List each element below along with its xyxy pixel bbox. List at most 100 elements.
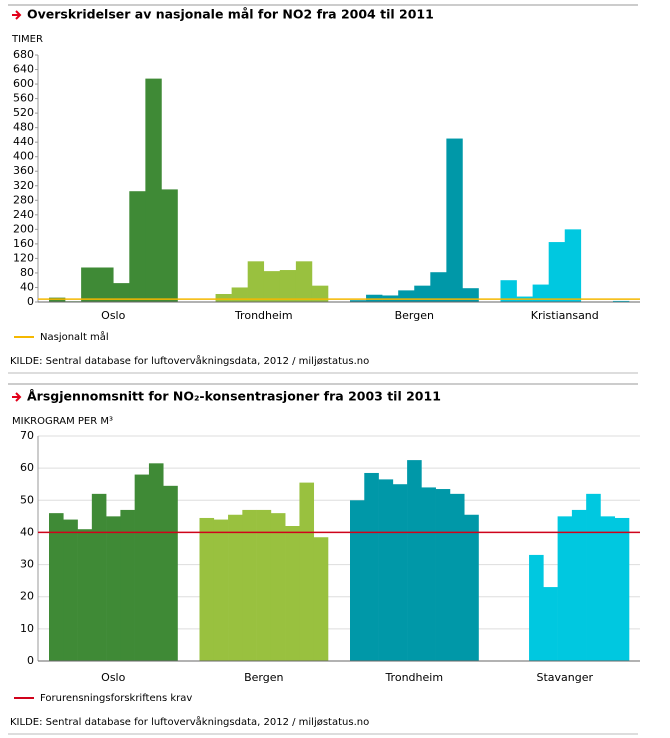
y-tick-label: 200 xyxy=(13,222,34,235)
y-tick-label: 480 xyxy=(13,121,34,134)
bar xyxy=(529,554,544,661)
x-tick-label: Oslo xyxy=(101,671,125,684)
bar xyxy=(161,189,178,302)
x-tick-label: Trondheim xyxy=(234,309,293,322)
y-tick-label: 360 xyxy=(13,164,34,177)
bar xyxy=(378,479,394,661)
y-tick-label: 120 xyxy=(13,251,34,264)
bar xyxy=(242,509,257,661)
bar xyxy=(464,514,479,661)
y-tick-label: 680 xyxy=(13,48,34,61)
bar xyxy=(350,500,365,661)
y-tick-label: 40 xyxy=(20,280,34,293)
bar xyxy=(295,261,313,302)
bar xyxy=(462,288,479,302)
y-tick-label: 440 xyxy=(13,135,34,148)
y-tick-label: 560 xyxy=(13,92,34,105)
bar xyxy=(228,514,243,661)
bar xyxy=(106,516,121,661)
bar xyxy=(364,472,379,661)
y-tick-label: 50 xyxy=(20,493,34,506)
bar xyxy=(247,261,265,302)
bar xyxy=(134,474,150,661)
bar xyxy=(532,284,549,302)
y-tick-label: 10 xyxy=(20,622,34,635)
bar xyxy=(270,513,286,661)
bar xyxy=(311,285,329,302)
bar xyxy=(285,526,300,661)
bar xyxy=(612,300,630,302)
bar xyxy=(63,519,78,661)
chart-title: Årsgjennomsnitt for NO₂-konsentrasjoner … xyxy=(27,389,441,404)
bar xyxy=(313,537,329,661)
y-tick-label: 20 xyxy=(20,590,34,603)
y-tick-label: 40 xyxy=(20,525,34,538)
bar xyxy=(614,517,630,661)
bar xyxy=(500,280,517,302)
bar xyxy=(548,242,566,302)
bar xyxy=(49,513,64,661)
x-tick-label: Bergen xyxy=(244,671,283,684)
y-tick-label: 240 xyxy=(13,208,34,221)
bar xyxy=(256,509,272,661)
y-tick-label: 640 xyxy=(13,63,34,76)
bar xyxy=(279,270,297,302)
x-tick-label: Bergen xyxy=(395,309,434,322)
source: KILDE: Sentral database for luftovervåkn… xyxy=(10,354,369,367)
bar xyxy=(350,300,367,302)
y-tick-label: 30 xyxy=(20,558,34,571)
bar xyxy=(600,516,616,661)
y-tick-label: 160 xyxy=(13,237,34,250)
bar xyxy=(435,489,451,661)
bar xyxy=(398,290,415,302)
bar xyxy=(145,78,162,302)
bar xyxy=(392,484,408,661)
bar xyxy=(571,509,587,661)
bar xyxy=(414,285,431,302)
y-axis-label: TIMER xyxy=(11,34,43,45)
bar xyxy=(421,487,436,661)
bar xyxy=(299,482,315,661)
bar xyxy=(543,587,558,661)
y-tick-label: 60 xyxy=(20,461,34,474)
y-axis-label: MIKROGRAM PER M³ xyxy=(12,416,113,427)
x-tick-label: Oslo xyxy=(101,309,125,322)
bar xyxy=(213,519,229,661)
bar xyxy=(263,271,281,302)
source: KILDE: Sentral database for luftovervåkn… xyxy=(10,715,369,728)
bar xyxy=(564,229,582,302)
bar xyxy=(81,267,98,302)
y-tick-label: 320 xyxy=(13,179,34,192)
bar xyxy=(586,493,601,661)
arrow-icon xyxy=(12,10,22,20)
y-tick-label: 600 xyxy=(13,77,34,90)
arrow-icon xyxy=(12,392,22,402)
bar xyxy=(557,516,573,661)
chart-title: Overskridelser av nasjonale mål for NO2 … xyxy=(27,7,434,22)
bar xyxy=(446,138,463,302)
bar xyxy=(120,509,135,661)
bar xyxy=(430,272,447,302)
bar xyxy=(113,283,130,302)
bar xyxy=(163,485,178,661)
y-tick-label: 280 xyxy=(13,193,34,206)
legend-label: Forurensningsforskriftens krav xyxy=(40,693,192,704)
bar xyxy=(77,529,93,661)
bar xyxy=(91,493,107,661)
bar xyxy=(407,460,422,661)
bar xyxy=(199,517,215,661)
bar xyxy=(97,267,114,302)
y-tick-label: 80 xyxy=(20,266,34,279)
bar xyxy=(129,191,146,302)
y-tick-label: 0 xyxy=(27,295,34,308)
y-tick-label: 400 xyxy=(13,150,34,163)
bar xyxy=(215,294,232,302)
x-tick-label: Kristiansand xyxy=(531,309,599,322)
x-tick-label: Stavanger xyxy=(536,671,593,684)
y-tick-label: 70 xyxy=(20,429,34,442)
bar xyxy=(449,493,465,661)
y-tick-label: 520 xyxy=(13,106,34,119)
legend-label: Nasjonalt mål xyxy=(40,330,109,343)
bar xyxy=(148,463,164,661)
